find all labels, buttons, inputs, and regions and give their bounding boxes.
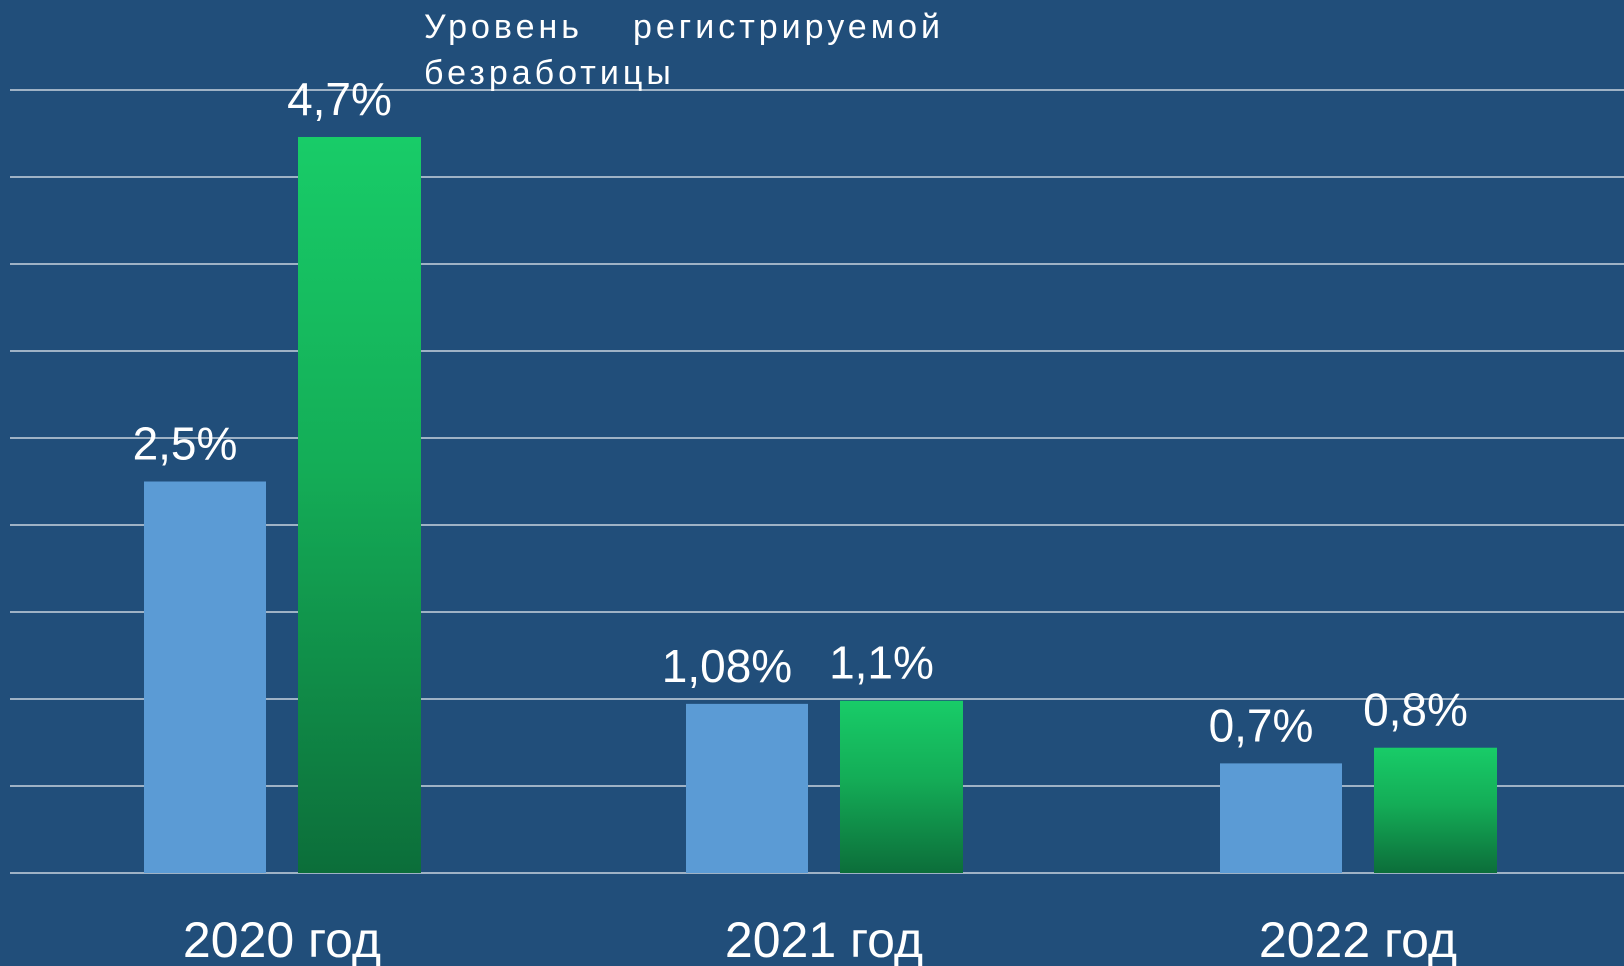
chart-title: Уровень регистрируемой безработицы — [424, 8, 944, 92]
value-label: 1,08% — [662, 640, 792, 692]
bar — [144, 481, 266, 873]
value-label: 2,5% — [133, 418, 238, 470]
bar — [1374, 747, 1497, 873]
x-tick-label: 2020 год — [183, 912, 381, 966]
value-label: 0,8% — [1363, 684, 1468, 736]
bar — [840, 700, 963, 873]
bar — [298, 136, 421, 874]
bar — [686, 703, 808, 873]
x-tick-label: 2022 год — [1259, 912, 1457, 966]
bar — [1220, 763, 1342, 873]
x-tick-label: 2021 год — [725, 912, 923, 966]
value-label: 4,7% — [287, 73, 392, 125]
value-label: 1,1% — [829, 637, 934, 689]
value-label: 0,7% — [1209, 699, 1314, 751]
